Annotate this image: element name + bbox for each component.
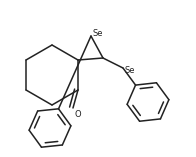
Text: Se: Se	[125, 66, 135, 75]
Text: O: O	[75, 110, 82, 119]
Text: Se: Se	[93, 29, 103, 38]
